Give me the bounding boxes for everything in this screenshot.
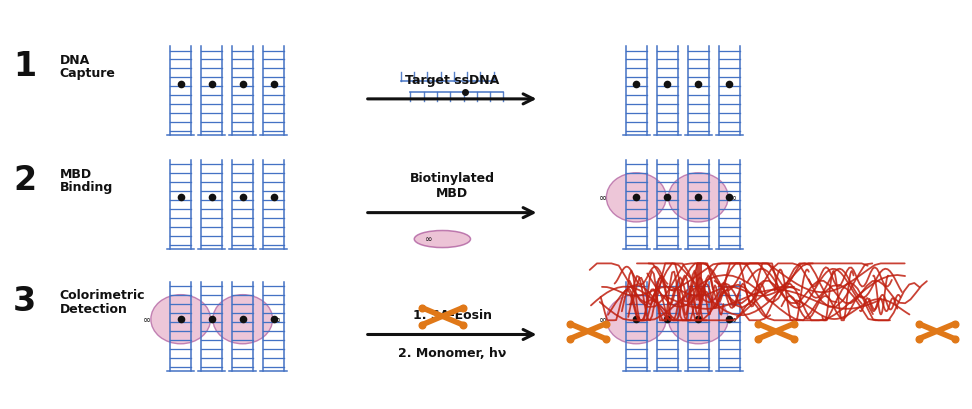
Text: 1. SA-Eosin: 1. SA-Eosin (412, 309, 492, 322)
Text: 2. Monomer, hν: 2. Monomer, hν (398, 347, 506, 360)
Ellipse shape (414, 231, 470, 247)
Text: Detection: Detection (59, 303, 127, 316)
Ellipse shape (669, 173, 728, 222)
Text: Binding: Binding (59, 181, 113, 194)
Ellipse shape (607, 294, 666, 344)
Text: Biotinylated: Biotinylated (409, 172, 495, 185)
Text: $\infty$: $\infty$ (728, 314, 737, 324)
Text: $\infty$: $\infty$ (272, 314, 281, 324)
Text: $\infty$: $\infty$ (424, 234, 433, 243)
Text: 1: 1 (13, 50, 36, 83)
Text: Target ssDNA: Target ssDNA (405, 74, 500, 87)
Text: DNA: DNA (59, 54, 89, 67)
Ellipse shape (151, 294, 211, 344)
Text: $\infty$: $\infty$ (142, 314, 151, 324)
Text: $\infty$: $\infty$ (728, 192, 737, 202)
Text: 2: 2 (13, 164, 36, 197)
Ellipse shape (607, 173, 666, 222)
Text: Capture: Capture (59, 67, 116, 80)
Text: $\infty$: $\infty$ (598, 314, 607, 324)
Text: MBD: MBD (436, 187, 469, 200)
Text: Colorimetric: Colorimetric (59, 290, 145, 302)
Text: 3: 3 (13, 285, 36, 319)
Ellipse shape (669, 294, 728, 344)
Text: MBD: MBD (59, 168, 91, 180)
Text: $\infty$: $\infty$ (598, 192, 607, 202)
Ellipse shape (213, 294, 272, 344)
